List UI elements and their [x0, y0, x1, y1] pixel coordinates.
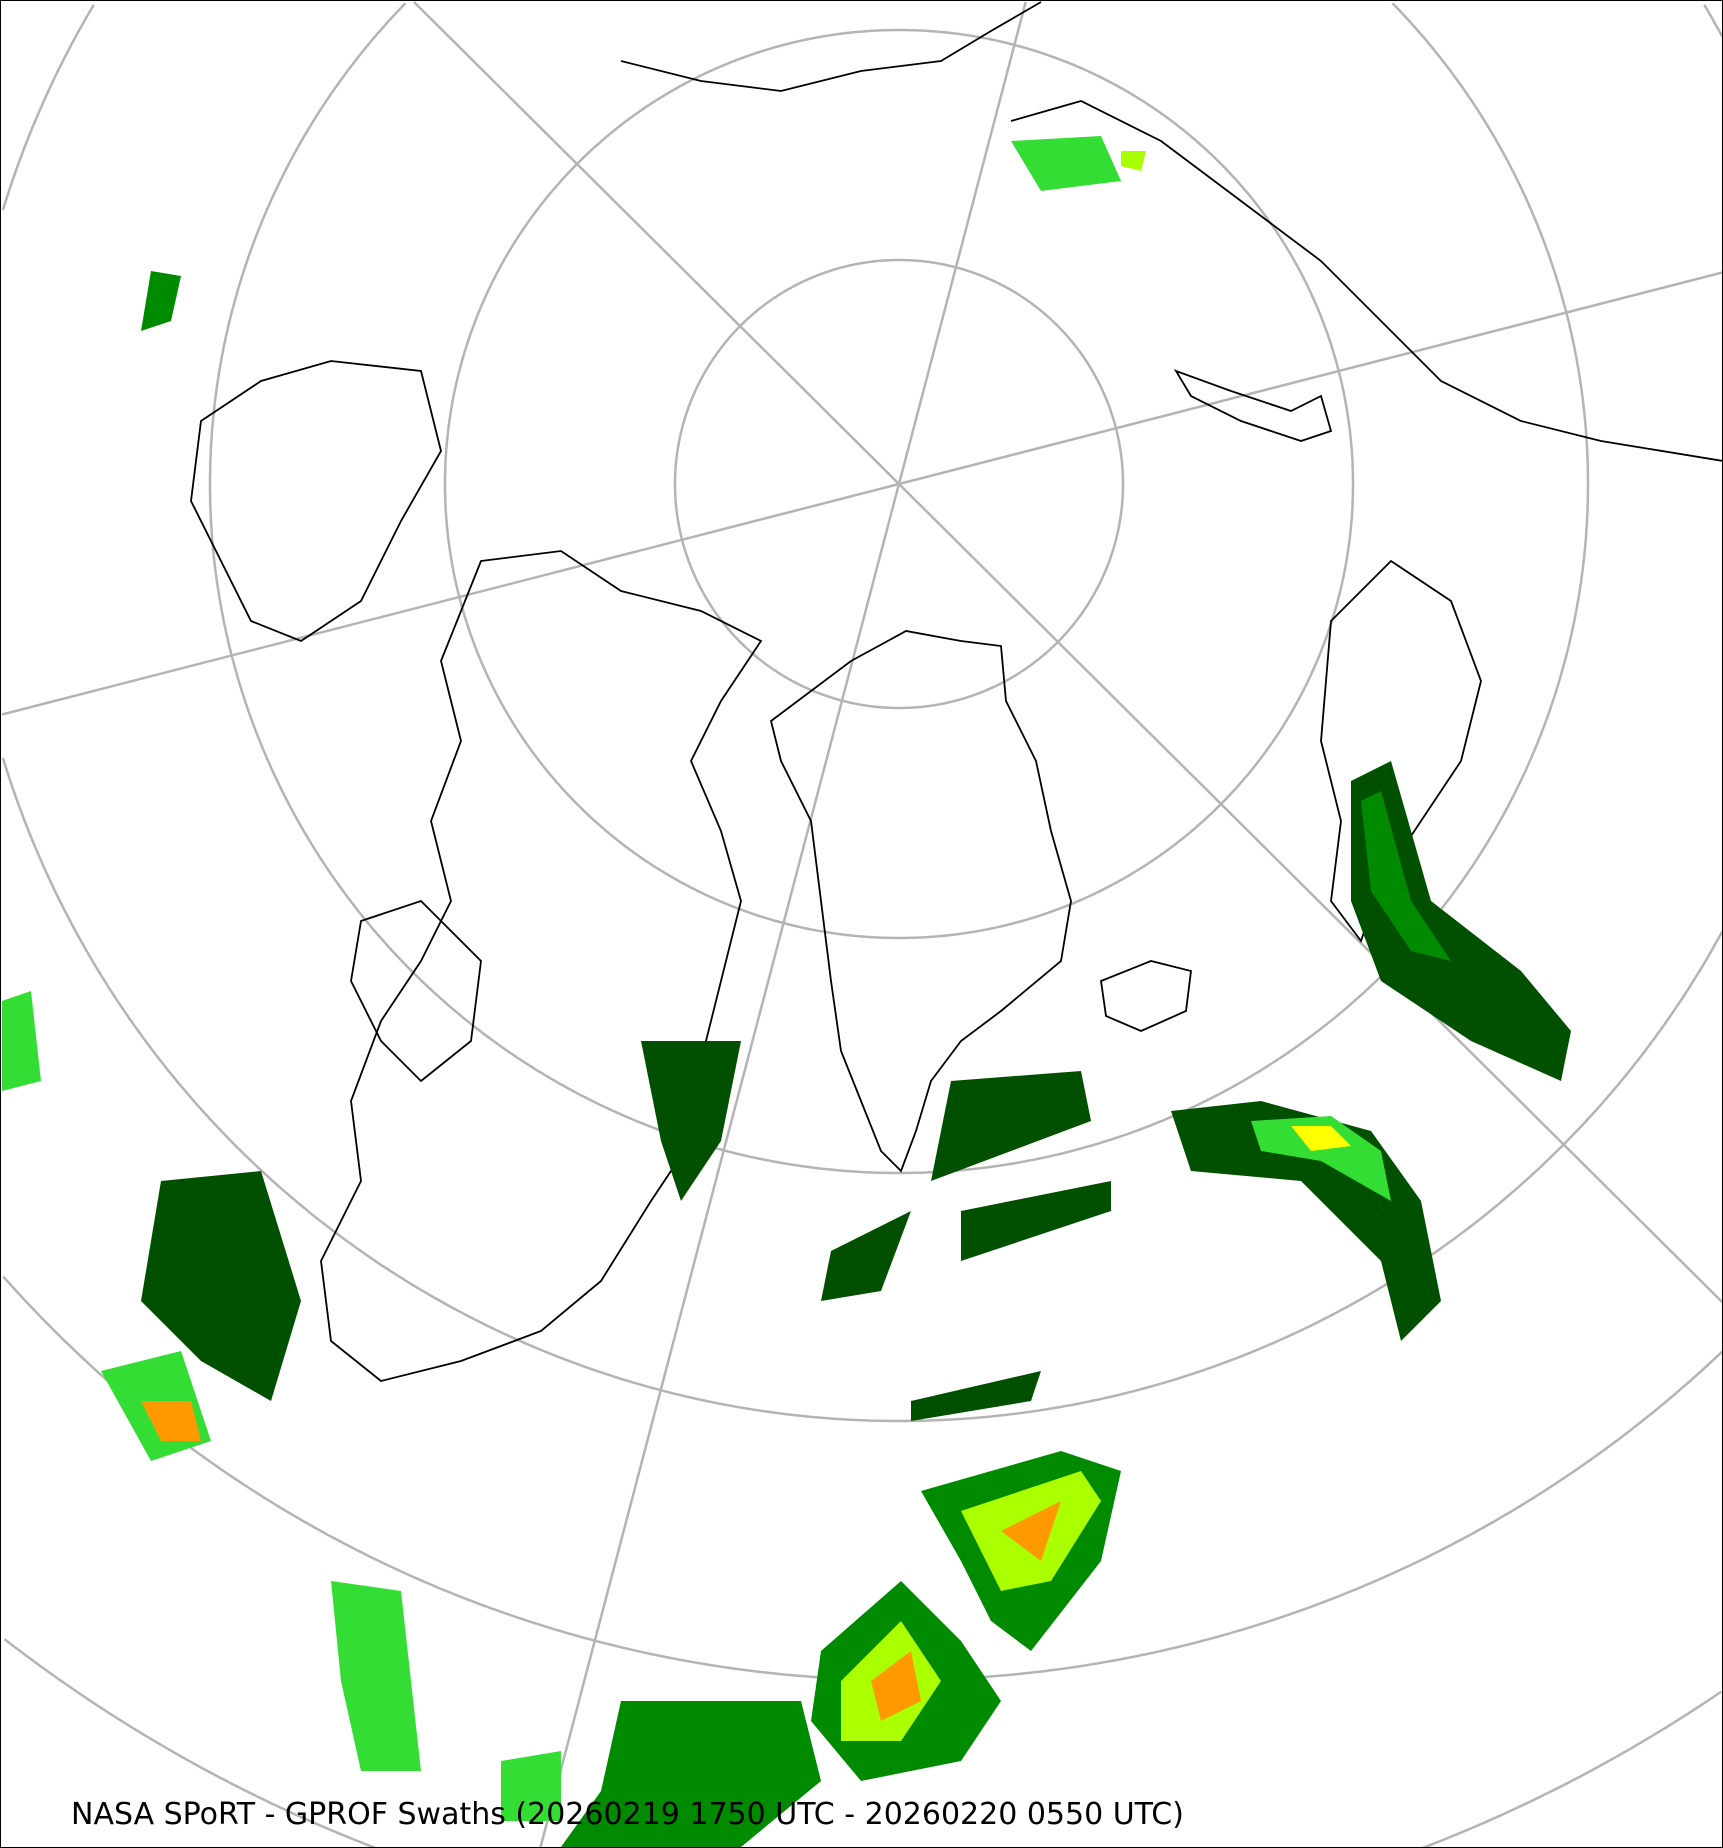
precip-swath-area — [1011, 136, 1121, 191]
novaya-zemlya-outline — [1173, 369, 1333, 442]
siberia-coast-outline — [620, 1, 1042, 92]
latitude-circle — [3, 1638, 1722, 1847]
precip-swath-area — [141, 271, 181, 331]
meridian-line — [539, 1, 1027, 1847]
precip-swath-area — [1351, 761, 1571, 1081]
latitude-circle — [673, 258, 1125, 710]
precip-swath-area — [961, 1181, 1111, 1261]
precip-swath-area — [331, 1581, 421, 1771]
precip-swath-area — [871, 1651, 921, 1721]
precip-swath-area — [141, 1401, 201, 1441]
latitude-circle — [443, 28, 1355, 940]
precip-swath-area — [641, 1041, 741, 1201]
precip-swath-area — [561, 1701, 821, 1847]
latitude-circle — [1, 4, 1722, 1423]
precip-swath-area — [1291, 1126, 1351, 1151]
precip-swath-area — [931, 1071, 1091, 1181]
alaska-outline — [190, 360, 442, 643]
precip-swath-area — [1121, 151, 1146, 171]
hudson-bay-outline — [350, 899, 482, 1083]
precip-swath-area — [141, 1171, 301, 1401]
map-caption: NASA SPoRT - GPROF Swaths (20260219 1750… — [71, 1797, 1184, 1832]
meridian-line — [1, 271, 1722, 716]
eurasia-coast-outline — [1010, 100, 1722, 462]
meridian-line — [413, 1, 1722, 1304]
landmass-outlines — [190, 1, 1722, 1382]
precipitation-swaths — [2, 136, 1571, 1847]
iceland-outline — [1100, 960, 1192, 1032]
precip-swath-area — [1001, 1501, 1061, 1561]
precip-swath-area — [1251, 1116, 1391, 1201]
precip-swath-area — [501, 1751, 561, 1821]
precip-swath-area — [2, 991, 41, 1091]
precip-swath-area — [911, 1371, 1041, 1421]
canada-arctic-outline — [320, 550, 763, 1382]
precip-swath-area — [821, 1211, 911, 1301]
latitude-circle — [208, 2, 1590, 1175]
precip-swath-area — [1361, 791, 1451, 961]
greenland-outline — [769, 630, 1072, 1173]
